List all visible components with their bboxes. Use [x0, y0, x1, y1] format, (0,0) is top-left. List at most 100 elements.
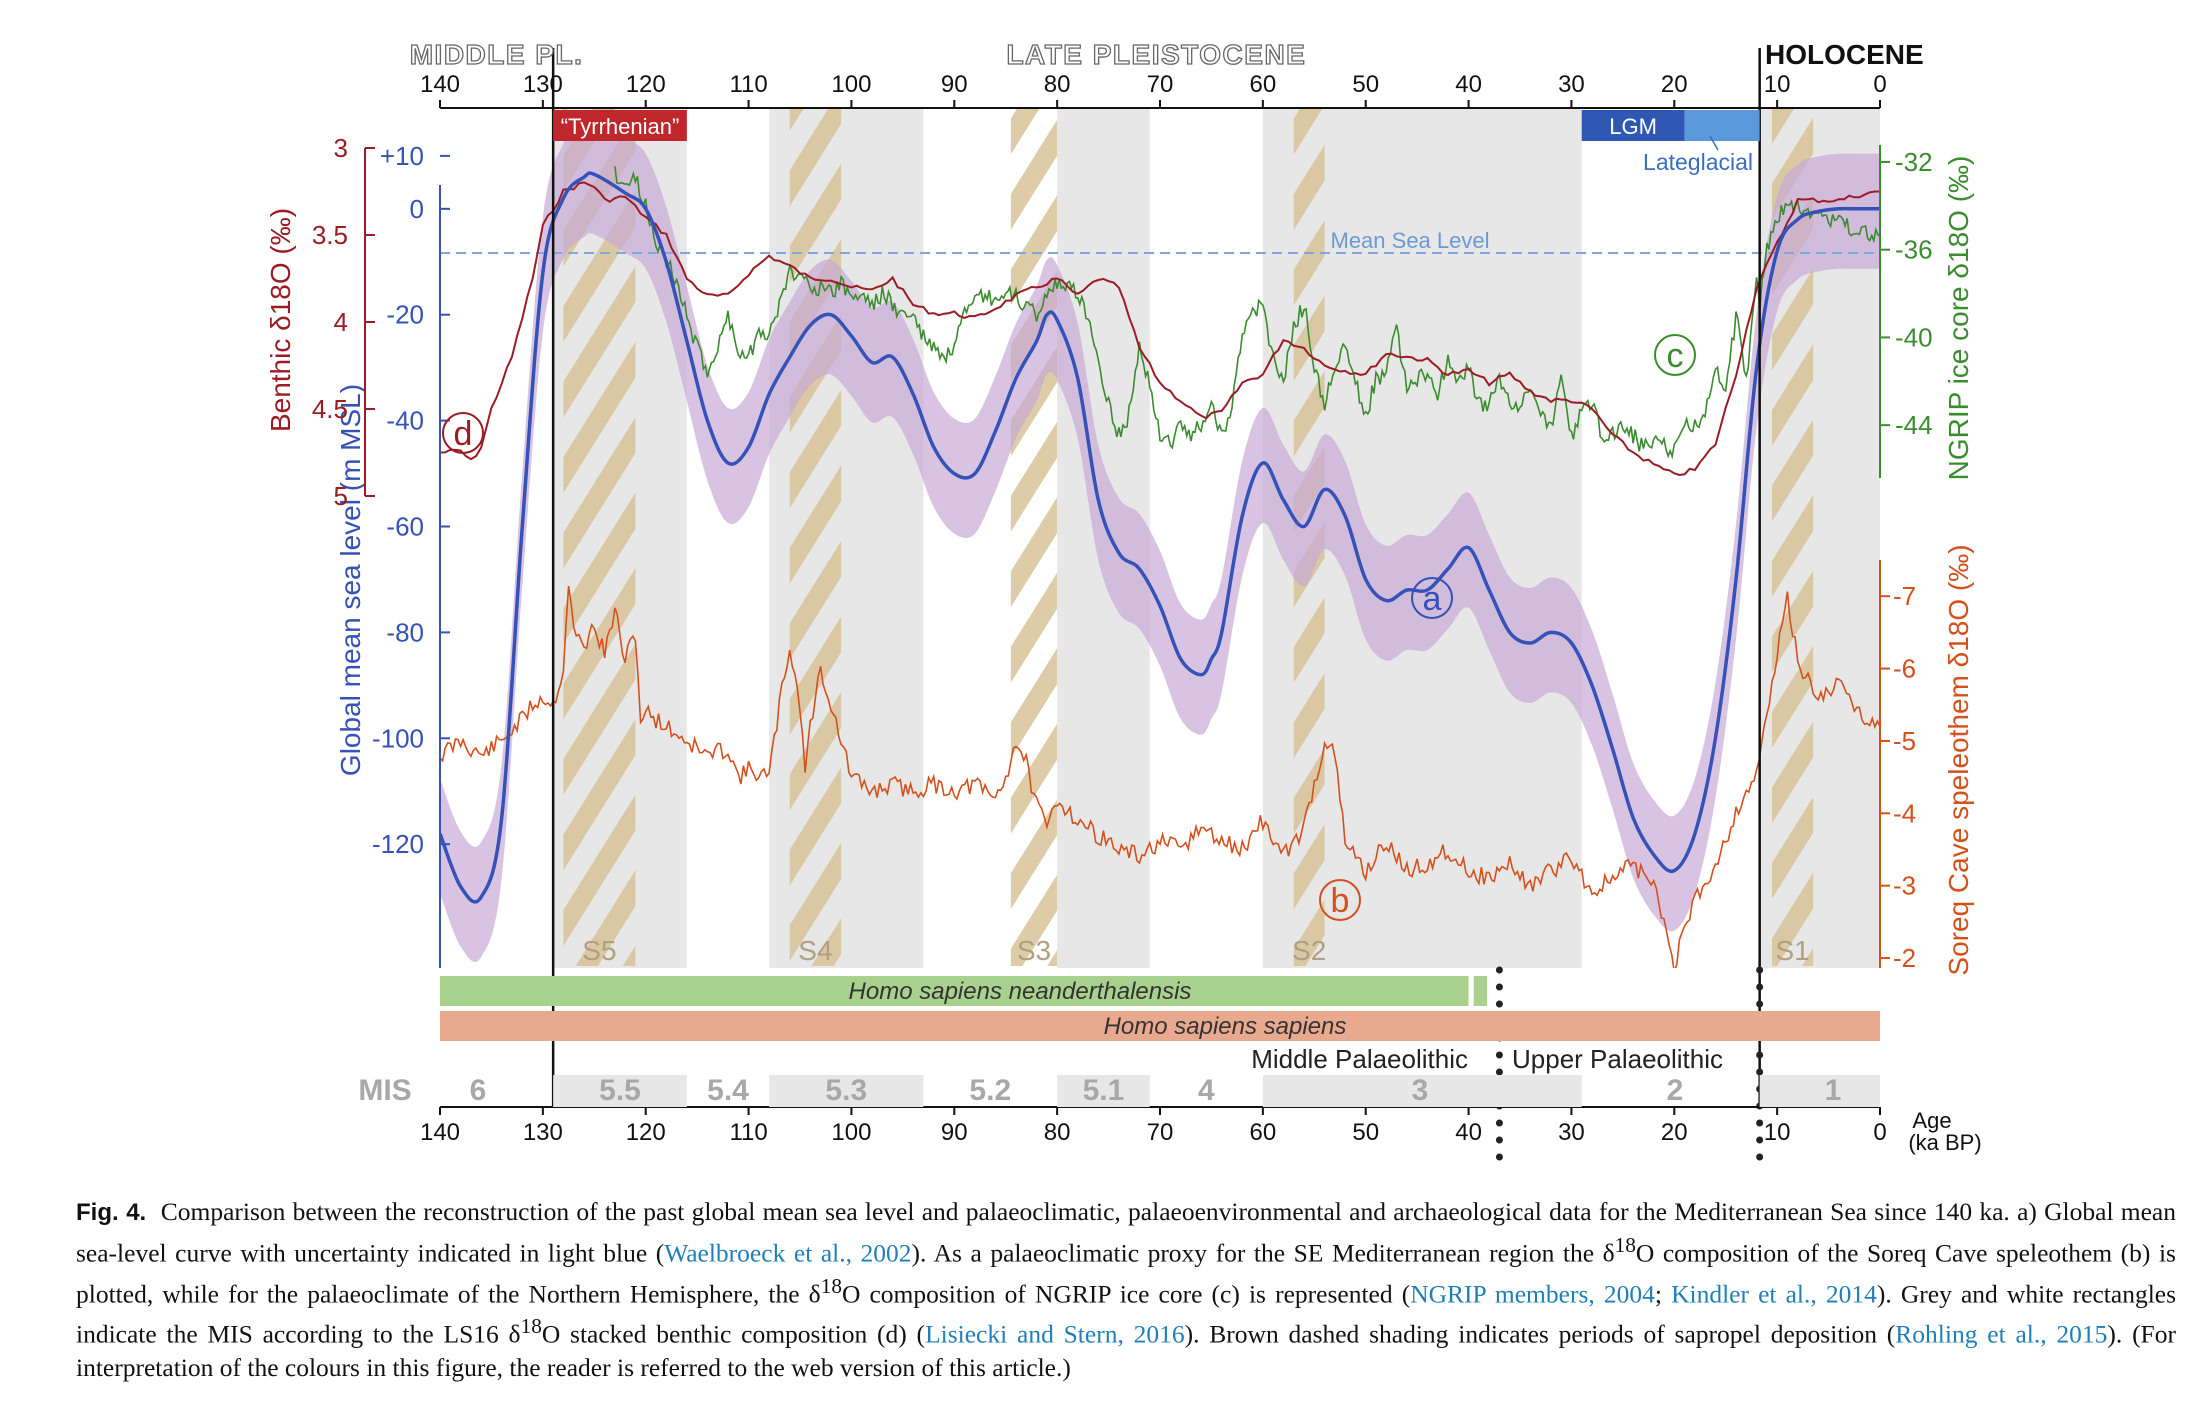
ngrip-axis-title: NGRIP ice core δ18O (‰)	[1943, 156, 1974, 481]
bottom-tick-label-0: 0	[1873, 1119, 1886, 1146]
sapropel-s4	[789, 108, 842, 966]
lateglacial-label: Lateglacial	[1643, 149, 1753, 175]
mis-cell-1	[1759, 1075, 1880, 1107]
top-box-3	[1684, 110, 1760, 141]
top-tick-label-50: 50	[1352, 71, 1379, 98]
top-box-2	[1581, 110, 1685, 141]
bottom-tick-label-90: 90	[941, 1119, 968, 1146]
upper-palaeolithic-label: Upper Palaeolithic	[1512, 1044, 1723, 1074]
benthic-tick-label-3: 4.5	[312, 394, 348, 424]
bottom-tick-label-110: 110	[729, 1119, 767, 1146]
caption-ref-lisiecki[interactable]: Lisiecki and Stern, 2016	[925, 1319, 1185, 1349]
sea-level-tick-label-7: -120	[372, 829, 424, 859]
soreq-tick-label-5: -2	[1893, 943, 1916, 973]
top-box-label-1: “Tyrrhenian”	[561, 114, 680, 139]
caption-ref-ngrip[interactable]: NGRIP members, 2004	[1410, 1279, 1655, 1308]
bottom-tick-label-10: 10	[1764, 1119, 1791, 1146]
mis-cell-6	[440, 1075, 553, 1107]
caption-text-1: Comparison between the reconstruction of…	[76, 1197, 2177, 1268]
top-tick-label-80: 80	[1044, 71, 1071, 98]
soreq-tick-label-3: -4	[1893, 798, 1916, 828]
mis-label-6: 6	[470, 1074, 487, 1107]
caption-ref-rohling[interactable]: Rohling et al., 2015	[1895, 1319, 2108, 1349]
mis-label-4: 4	[1198, 1074, 1215, 1107]
figure-caption: Fig. 4. Comparison between the reconstru…	[76, 1195, 2176, 1384]
sea-level-label-text: a	[1423, 580, 1442, 618]
caption-text-2: ). As a palaeoclimatic proxy for the SE …	[911, 1238, 1615, 1268]
caption-sup-1: 18	[1614, 1233, 1636, 1257]
caption-fig-number: Fig. 4.	[76, 1199, 147, 1226]
soreq-axis-title: Soreq Cave speleothem δ18O (‰)	[1943, 544, 1974, 975]
benthic-label-circle	[442, 412, 484, 454]
mean-sea-level-label: Mean Sea Level	[1331, 228, 1490, 253]
soreq-tick-label-1: -6	[1893, 654, 1916, 684]
mis-cell-5-1	[1057, 1075, 1150, 1107]
benthic-series-line	[440, 181, 1880, 477]
caption-sup-2: 18	[820, 1273, 842, 1298]
mis-label-3: 3	[1412, 1074, 1429, 1107]
mis-title: MIS	[358, 1074, 411, 1107]
mis-label-5-4: 5.4	[707, 1074, 749, 1107]
sea-level-series-line	[440, 171, 1880, 904]
sapropel-label-s3: S3	[1017, 935, 1051, 966]
caption-ref-waelbroeck[interactable]: Waelbroeck et al., 2002	[664, 1238, 912, 1268]
top-tick-label-40: 40	[1455, 71, 1482, 98]
top-tick-label-100: 100	[831, 71, 871, 98]
caption-text-3: O composition of the Soreq Cave speleoth…	[76, 1238, 2176, 1309]
top-tick-label-20: 20	[1661, 71, 1688, 98]
soreq-tick-label-4: -3	[1893, 871, 1916, 901]
bottom-tick-label-20: 20	[1661, 1119, 1688, 1146]
ngrip-series-line	[614, 166, 1880, 460]
top-box-1	[553, 110, 687, 141]
top-tick-label-140: 140	[420, 71, 460, 98]
top-tick-label-10: 10	[1764, 71, 1791, 98]
benthic-tick-label-1: 3.5	[312, 220, 348, 250]
epoch-label-holocene: HOLOCENE	[1765, 39, 1924, 70]
bottom-tick-label-50: 50	[1352, 1119, 1379, 1146]
bottom-tick-label-30: 30	[1558, 1119, 1585, 1146]
sea-level-tick-label-3: -40	[386, 406, 424, 436]
sea-level-tick-label-6: -100	[372, 723, 424, 753]
sapropel-label-s4: S4	[798, 935, 832, 966]
curves-group	[440, 166, 1880, 968]
top-tick-label-30: 30	[1558, 71, 1585, 98]
ngrip-tick-label-1: -36	[1895, 235, 1933, 265]
top-box-label-2: LGM	[1609, 114, 1657, 139]
top-tick-label-120: 120	[626, 71, 666, 98]
hominin-bars-group: Homo sapiens neanderthalensis Homo sapien…	[440, 976, 1880, 1074]
mis-label-5-1: 5.1	[1083, 1074, 1125, 1107]
hominin-bar-label-1: Homo sapiens neanderthalensis	[849, 978, 1192, 1005]
sapropel-label-s1: S1	[1775, 935, 1809, 966]
mis-cell-3	[1262, 1075, 1582, 1107]
sea-level-tick-label-4: -60	[386, 512, 424, 542]
epoch-boundary-group	[551, 48, 1764, 1164]
sea-level-palaeoclimate-chart: S5 S4 S3 S2 S1 Mean Sea Level 140 130 120 110 10…	[265, 38, 1982, 1164]
benthic-axis-title: Benthic δ18O (‰)	[265, 208, 296, 432]
mis-label-5-3: 5.3	[825, 1074, 867, 1107]
mis-label-2: 2	[1667, 1074, 1684, 1107]
caption-sup-3: 18	[520, 1314, 542, 1338]
caption-text-7: O stacked benthic composition (d) (	[541, 1319, 926, 1349]
sea-level-label-circle	[1411, 577, 1453, 619]
ngrip-label-circle	[1654, 334, 1696, 376]
caption-ref-kindler[interactable]: Kindler et al., 2014	[1671, 1279, 1877, 1308]
sea-level-tick-label-2: -20	[386, 300, 424, 330]
soreq-label-circle	[1319, 879, 1361, 921]
top-tick-label-130: 130	[523, 71, 563, 98]
bottom-tick-label-100: 100	[831, 1119, 871, 1146]
left-axes-group: +10 0 -20 -40 -60 -80 -100 -120 Global mean sea …	[265, 133, 450, 968]
hominin-bar-label-2: Homo sapiens sapiens	[1104, 1013, 1347, 1040]
benthic-label-text: d	[454, 415, 473, 453]
bottom-tick-label-120: 120	[626, 1119, 666, 1146]
top-tick-label-110: 110	[729, 71, 767, 98]
mis-label-5-5: 5.5	[599, 1074, 641, 1107]
soreq-series-line	[440, 585, 1880, 968]
sea-level-uncertainty-band	[440, 118, 1880, 962]
top-tick-label-70: 70	[1147, 71, 1174, 98]
top-tick-label-0: 0	[1873, 71, 1886, 98]
ngrip-label-text: c	[1667, 337, 1684, 375]
epoch-label-middle-pleistocene: MIDDLE PL.	[410, 39, 584, 70]
caption-text-9: ). (For interpretation of the colours in…	[76, 1319, 2176, 1382]
ngrip-tick-label-2: -40	[1895, 322, 1933, 352]
